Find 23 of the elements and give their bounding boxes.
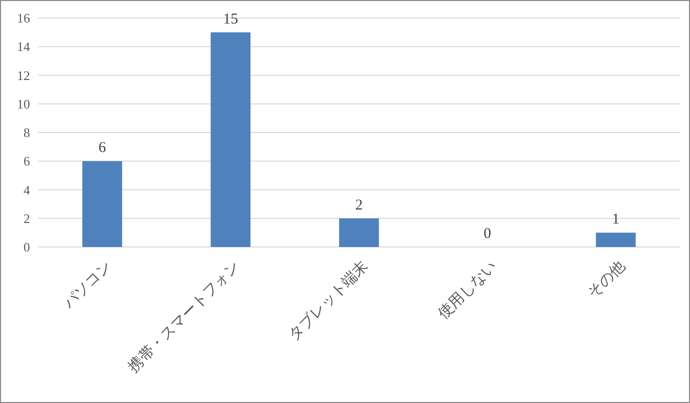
bar bbox=[596, 232, 636, 247]
y-tick-label: 14 bbox=[17, 39, 30, 54]
y-tick-label: 12 bbox=[17, 68, 30, 83]
y-tick-label: 10 bbox=[17, 96, 30, 112]
y-tick-label: 2 bbox=[24, 210, 30, 226]
y-tick-label: 0 bbox=[24, 240, 30, 255]
x-tick-label: タブレット端末 bbox=[285, 258, 372, 344]
data-label: 1 bbox=[612, 212, 620, 228]
x-tick-label: パソコン bbox=[60, 258, 115, 313]
data-label: 2 bbox=[355, 197, 363, 214]
x-tick-label: 携帯・スマートフォン bbox=[125, 258, 244, 376]
bar bbox=[210, 32, 250, 247]
bar bbox=[339, 218, 379, 247]
x-tick-label: 使用しない bbox=[436, 258, 500, 323]
data-label: 6 bbox=[98, 140, 106, 156]
data-label: 15 bbox=[223, 11, 238, 28]
y-tick-label: 6 bbox=[24, 154, 30, 169]
y-tick-label: 4 bbox=[24, 182, 30, 198]
y-tick-label: 8 bbox=[24, 125, 30, 140]
x-tick-label: その他 bbox=[584, 258, 628, 302]
y-tick-label: 16 bbox=[17, 10, 30, 26]
data-label: 0 bbox=[484, 226, 492, 242]
bar bbox=[82, 161, 122, 247]
